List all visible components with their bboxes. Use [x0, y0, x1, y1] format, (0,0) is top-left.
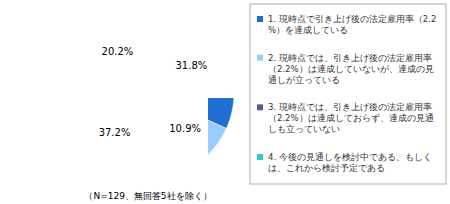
legend-label-line: （2.2%）は達成しておらず、達成の見通 [268, 113, 434, 123]
legend-label-line: 3. 現時点では、引き上げ後の法定雇用率 [268, 102, 432, 112]
annotation: （N=129、無回答5社を除く） [84, 191, 211, 201]
legend-swatch [257, 104, 263, 110]
legend-label-line: 2. 現時点では、引き上げ後の法定雇用率 [268, 53, 432, 63]
data-labels: 31.8% 10.9% 37.2% 20.2% [99, 46, 208, 138]
slices [208, 98, 234, 179]
data-label: 31.8% [175, 60, 207, 71]
legend-swatch [257, 154, 263, 160]
legend-box [250, 4, 446, 184]
legend-label: 2. 現時点では、引き上げ後の法定雇用率（2.2%）は達成していないが、達成の見… [268, 53, 434, 85]
legend-swatch [257, 55, 263, 61]
pie-slice [208, 98, 226, 170]
data-label: 10.9% [169, 123, 201, 134]
legend-label: 3. 現時点では、引き上げ後の法定雇用率（2.2%）は達成しておらず、達成の見通… [268, 102, 434, 134]
legend-label-line: 1. 現時点で引き上げ後の法定雇用率（2.2 [268, 14, 436, 24]
legend-label-line: は、これから検討予定である [268, 163, 385, 173]
data-label: 20.2% [102, 46, 134, 57]
legend-swatch [257, 16, 263, 22]
data-label: 37.2% [99, 127, 131, 138]
legend-label-line: 4. 今後の見通しを検討中である、もしく [268, 152, 432, 162]
legend-label: 1. 現時点で引き上げ後の法定雇用率（2.2%）を達成している [268, 14, 436, 35]
legend-label-line: 通しが立っている [268, 75, 340, 85]
legend-label-line: しも立っていない [268, 124, 340, 134]
chart: 31.8% 10.9% 37.2% 20.2% 1. 現時点で引き上げ後の法定雇用率（2… [0, 0, 450, 204]
legend-label: 4. 今後の見通しを検討中である、もしくは、これから検討予定である [268, 152, 432, 173]
legend-label-line: %）を達成している [268, 25, 348, 35]
legend: 1. 現時点で引き上げ後の法定雇用率（2.2%）を達成している 2. 現時点では、… [250, 4, 446, 184]
legend-label-line: （2.2%）は達成していないが、達成の見 [268, 64, 434, 74]
